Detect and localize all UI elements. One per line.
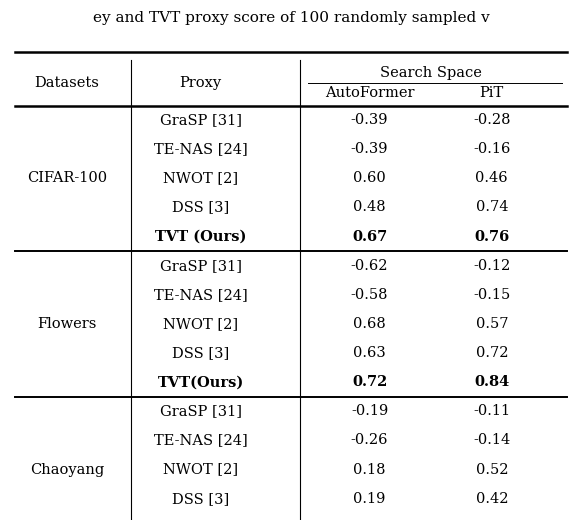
Text: DSS [3]: DSS [3] bbox=[172, 201, 229, 214]
Text: -0.16: -0.16 bbox=[473, 142, 510, 156]
Text: NWOT [2]: NWOT [2] bbox=[163, 172, 239, 185]
Text: DSS [3]: DSS [3] bbox=[172, 346, 229, 360]
Text: -0.62: -0.62 bbox=[351, 259, 388, 272]
Text: 0.46: 0.46 bbox=[475, 172, 508, 185]
Text: 0.68: 0.68 bbox=[353, 317, 386, 331]
Text: 0.42: 0.42 bbox=[475, 492, 508, 505]
Text: 0.72: 0.72 bbox=[352, 375, 387, 389]
Text: -0.11: -0.11 bbox=[473, 405, 510, 418]
Text: 0.76: 0.76 bbox=[474, 230, 509, 243]
Text: 0.52: 0.52 bbox=[475, 463, 508, 476]
Text: 0.48: 0.48 bbox=[353, 201, 386, 214]
Text: TVT (Ours): TVT (Ours) bbox=[155, 230, 247, 243]
Text: -0.39: -0.39 bbox=[351, 142, 388, 156]
Text: TE-NAS [24]: TE-NAS [24] bbox=[154, 142, 248, 156]
Text: 0.72: 0.72 bbox=[475, 346, 508, 360]
Text: Datasets: Datasets bbox=[34, 76, 100, 89]
Text: 0.74: 0.74 bbox=[475, 201, 508, 214]
Text: -0.28: -0.28 bbox=[473, 113, 510, 127]
Text: 0.57: 0.57 bbox=[475, 317, 508, 331]
Text: CIFAR-100: CIFAR-100 bbox=[27, 172, 107, 185]
Text: -0.14: -0.14 bbox=[473, 434, 510, 447]
Text: NWOT [2]: NWOT [2] bbox=[163, 463, 239, 476]
Text: 0.18: 0.18 bbox=[353, 463, 386, 476]
Text: PiT: PiT bbox=[480, 86, 504, 100]
Text: 0.84: 0.84 bbox=[474, 375, 509, 389]
Text: TE-NAS [24]: TE-NAS [24] bbox=[154, 288, 248, 302]
Text: TE-NAS [24]: TE-NAS [24] bbox=[154, 434, 248, 447]
Text: Flowers: Flowers bbox=[37, 317, 97, 331]
Text: GraSP [31]: GraSP [31] bbox=[160, 113, 242, 127]
Text: -0.19: -0.19 bbox=[351, 405, 388, 418]
Text: DSS [3]: DSS [3] bbox=[172, 492, 229, 505]
Text: GraSP [31]: GraSP [31] bbox=[160, 405, 242, 418]
Text: 0.60: 0.60 bbox=[353, 172, 386, 185]
Text: -0.15: -0.15 bbox=[473, 288, 510, 302]
Text: -0.26: -0.26 bbox=[351, 434, 388, 447]
Text: GraSP [31]: GraSP [31] bbox=[160, 259, 242, 272]
Text: NWOT [2]: NWOT [2] bbox=[163, 317, 239, 331]
Text: 0.19: 0.19 bbox=[353, 492, 386, 505]
Text: TVT(Ours): TVT(Ours) bbox=[158, 375, 244, 389]
Text: Proxy: Proxy bbox=[180, 76, 222, 89]
Text: Search Space: Search Space bbox=[379, 66, 482, 80]
Text: -0.39: -0.39 bbox=[351, 113, 388, 127]
Text: 0.63: 0.63 bbox=[353, 346, 386, 360]
Text: -0.12: -0.12 bbox=[473, 259, 510, 272]
Text: -0.58: -0.58 bbox=[351, 288, 388, 302]
Text: Chaoyang: Chaoyang bbox=[30, 463, 104, 476]
Text: 0.67: 0.67 bbox=[352, 230, 387, 243]
Text: ey and TVT proxy score of 100 randomly sampled v: ey and TVT proxy score of 100 randomly s… bbox=[93, 11, 489, 25]
Text: AutoFormer: AutoFormer bbox=[325, 86, 414, 100]
